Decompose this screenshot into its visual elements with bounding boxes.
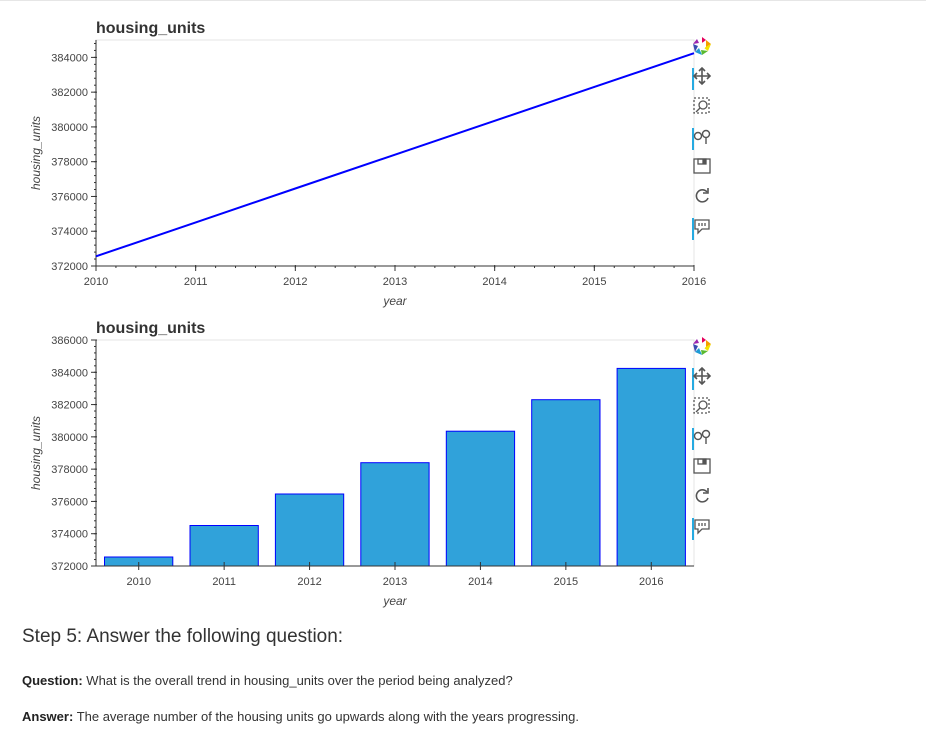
x-tick-label: 2014 xyxy=(468,576,492,588)
y-tick-label: 372000 xyxy=(51,561,88,573)
line-chart-title: housing_units xyxy=(96,20,205,37)
line-plot[interactable]: housing_units 372000 374000 376000 378000 38… xyxy=(0,0,926,308)
bar-chart-svg: housing_units 372000 374000 376000 378000 38… xyxy=(29,320,695,608)
x-tick-label: 2011 xyxy=(212,576,236,588)
x-tick-label: 2013 xyxy=(383,276,407,288)
x-tick-label: 2015 xyxy=(582,276,606,288)
bar-chart-xlabel: year xyxy=(382,594,407,608)
y-tick-label: 382000 xyxy=(51,87,88,99)
answer-text: The average number of the housing units … xyxy=(76,709,579,724)
line-chart-x-axis: 2010 2011 2012 2013 2014 2015 2016 xyxy=(84,265,706,288)
bar-2016 xyxy=(616,367,686,567)
save-icon[interactable] xyxy=(692,456,722,480)
x-tick-label: 2010 xyxy=(126,576,150,588)
y-tick-label: 376000 xyxy=(51,496,88,508)
reset-icon[interactable] xyxy=(692,186,722,210)
y-tick-label: 374000 xyxy=(51,529,88,541)
bar-chart-ylabel: housing_units xyxy=(29,416,43,490)
question-line: Question: What is the overall trend in h… xyxy=(22,673,513,688)
x-tick-label: 2012 xyxy=(297,576,321,588)
bar-plot[interactable]: housing_units 372000 374000 376000 378000 38… xyxy=(0,300,926,608)
line-chart-frame xyxy=(95,39,695,267)
x-tick-label: 2012 xyxy=(283,276,307,288)
y-tick-label: 384000 xyxy=(51,367,88,379)
wheel-zoom-icon[interactable] xyxy=(692,126,722,150)
bokeh-logo-icon[interactable] xyxy=(692,36,722,60)
wheel-zoom-icon[interactable] xyxy=(692,426,722,450)
y-tick-label: 374000 xyxy=(51,226,88,238)
y-tick-label: 380000 xyxy=(51,122,88,134)
question-text: What is the overall trend in housing_uni… xyxy=(86,673,513,688)
x-tick-label: 2013 xyxy=(383,576,407,588)
pan-icon[interactable] xyxy=(692,66,722,90)
bar-2012 xyxy=(274,493,345,567)
bar-chart-title: housing_units xyxy=(96,320,205,337)
bar-2015 xyxy=(531,399,601,567)
line-chart-y-axis: 372000 374000 376000 378000 380000 382000 3840… xyxy=(51,40,97,273)
answer-line: Answer: The average number of the housin… xyxy=(22,709,579,724)
bokeh-logo-icon[interactable] xyxy=(692,336,722,360)
x-tick-label: 2011 xyxy=(184,276,208,288)
y-tick-label: 382000 xyxy=(51,400,88,412)
question-label: Question: xyxy=(22,673,83,688)
y-tick-label: 384000 xyxy=(51,52,88,64)
answer-label: Answer: xyxy=(22,709,74,724)
line-series-housing-units xyxy=(95,52,695,258)
reset-icon[interactable] xyxy=(692,486,722,510)
y-tick-label: 376000 xyxy=(51,191,88,203)
pan-icon[interactable] xyxy=(692,366,722,390)
x-tick-label: 2015 xyxy=(554,576,578,588)
line-chart-svg: housing_units 372000 374000 376000 378000 38… xyxy=(29,20,706,308)
step-heading: Step 5: Answer the following question: xyxy=(22,626,344,647)
y-tick-label: 372000 xyxy=(51,261,88,273)
y-tick-label: 378000 xyxy=(51,464,88,476)
x-tick-label: 2014 xyxy=(482,276,506,288)
box-zoom-icon[interactable] xyxy=(692,396,722,420)
bar-chart-x-axis: 2010 2011 2012 2013 2014 2015 2016 xyxy=(96,562,694,588)
hover-icon[interactable] xyxy=(692,516,722,540)
x-tick-label: 2010 xyxy=(84,276,108,288)
x-tick-label: 2016 xyxy=(682,276,706,288)
y-tick-label: 378000 xyxy=(51,157,88,169)
y-tick-label: 380000 xyxy=(51,432,88,444)
line-chart-xlabel: year xyxy=(382,294,407,308)
bar-chart-y-axis: 372000 374000 376000 378000 380000 382000 3840… xyxy=(51,335,97,573)
bar-2014 xyxy=(445,430,516,567)
bar-2011 xyxy=(189,525,259,567)
box-zoom-icon[interactable] xyxy=(692,96,722,120)
top-divider xyxy=(0,0,926,1)
hover-icon[interactable] xyxy=(692,216,722,240)
bar-chart-bars xyxy=(104,367,686,567)
line-chart-ylabel: housing_units xyxy=(29,116,43,190)
x-tick-label: 2016 xyxy=(639,576,663,588)
y-tick-label: 386000 xyxy=(51,335,88,347)
bar-2013 xyxy=(360,462,430,567)
save-icon[interactable] xyxy=(692,156,722,180)
